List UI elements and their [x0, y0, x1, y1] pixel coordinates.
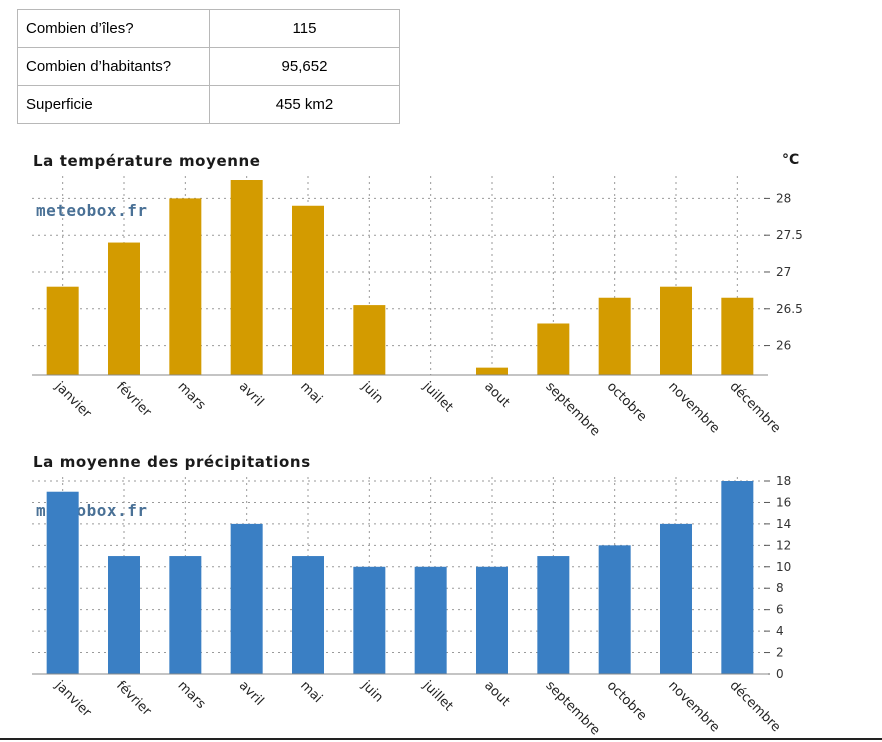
precipitation-y-tick-label: 14: [776, 517, 791, 531]
precipitation-y-tick-label: 12: [776, 538, 791, 552]
precipitation-y-tick-label: 16: [776, 495, 791, 509]
precipitation-bar: [599, 545, 631, 674]
precipitation-y-tick-label: 8: [776, 581, 784, 595]
precipitation-bar: [660, 524, 692, 674]
precipitation-x-tick-label: février: [113, 678, 154, 719]
precipitation-x-tick-label: avril: [236, 678, 267, 709]
precipitation-bar: [353, 567, 385, 674]
precipitation-x-tick-label: juillet: [419, 678, 456, 715]
precipitation-bar: [476, 567, 508, 674]
precipitation-x-tick-label: mai: [297, 678, 325, 706]
page-divider: [0, 738, 882, 740]
precipitation-x-tick-label: octobre: [604, 678, 650, 724]
precipitation-bar: [415, 567, 447, 674]
precipitation-x-tick-label: novembre: [665, 678, 722, 735]
precipitation-x-tick-label: mars: [175, 678, 209, 712]
precipitation-bar: [47, 492, 79, 674]
precipitation-bar: [231, 524, 263, 674]
precipitation-bar: [169, 556, 201, 674]
precipitation-chart: 024681012141618meteobox.frjanvier février…: [0, 0, 882, 742]
precipitation-y-tick-label: 2: [776, 646, 784, 660]
precipitation-x-tick-label: septembre: [543, 678, 603, 738]
precipitation-y-tick-label: 18: [776, 474, 791, 488]
precipitation-y-tick-label: 10: [776, 560, 791, 574]
precipitation-bar: [292, 556, 324, 674]
precipitation-x-tick-label: décembre: [727, 678, 784, 735]
precipitation-y-tick-label: 4: [776, 624, 784, 638]
precipitation-y-tick-label: 6: [776, 603, 784, 617]
precipitation-bar: [537, 556, 569, 674]
precipitation-x-tick-label: juin: [358, 678, 386, 706]
precipitation-bar: [108, 556, 140, 674]
precipitation-y-tick-label: 0: [776, 667, 784, 681]
precipitation-x-tick-label: janvier: [51, 678, 94, 721]
precipitation-bar: [721, 481, 753, 674]
precipitation-x-tick-label: aout: [481, 678, 512, 709]
